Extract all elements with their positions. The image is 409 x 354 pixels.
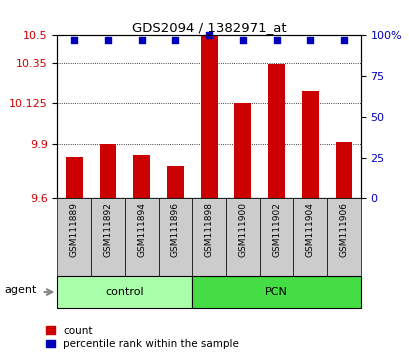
Bar <box>57 198 91 276</box>
Bar <box>293 198 326 276</box>
Point <box>306 38 313 43</box>
Text: GSM111904: GSM111904 <box>305 202 314 257</box>
Bar <box>166 166 183 198</box>
Legend: count, percentile rank within the sample: count, percentile rank within the sample <box>46 326 238 349</box>
Point <box>138 38 145 43</box>
Bar <box>200 35 217 198</box>
Bar <box>57 276 192 308</box>
Bar <box>91 198 124 276</box>
Text: GSM111889: GSM111889 <box>70 202 79 257</box>
Bar <box>99 144 116 198</box>
Bar <box>335 142 351 198</box>
Title: GDS2094 / 1382971_at: GDS2094 / 1382971_at <box>131 21 286 34</box>
Text: control: control <box>105 287 144 297</box>
Text: agent: agent <box>4 285 36 295</box>
Bar <box>192 276 360 308</box>
Bar <box>158 198 192 276</box>
Text: GSM111906: GSM111906 <box>339 202 348 257</box>
Point <box>172 38 178 43</box>
Text: PCN: PCN <box>265 287 287 297</box>
Text: GSM111892: GSM111892 <box>103 202 112 257</box>
Bar <box>66 156 83 198</box>
Bar <box>133 155 150 198</box>
Bar <box>267 64 284 198</box>
Point <box>239 38 245 43</box>
Point <box>272 38 279 43</box>
Bar <box>301 91 318 198</box>
Text: GSM111894: GSM111894 <box>137 202 146 257</box>
Point <box>205 33 212 38</box>
Bar <box>234 103 251 198</box>
Point <box>71 38 77 43</box>
Text: GSM111902: GSM111902 <box>271 202 280 257</box>
Bar <box>326 198 360 276</box>
Bar <box>225 198 259 276</box>
Bar <box>259 198 293 276</box>
Point <box>104 38 111 43</box>
Bar <box>124 198 158 276</box>
Point <box>340 38 346 43</box>
Text: GSM111898: GSM111898 <box>204 202 213 257</box>
Bar <box>192 198 225 276</box>
Text: GSM111900: GSM111900 <box>238 202 247 257</box>
Text: GSM111896: GSM111896 <box>171 202 180 257</box>
